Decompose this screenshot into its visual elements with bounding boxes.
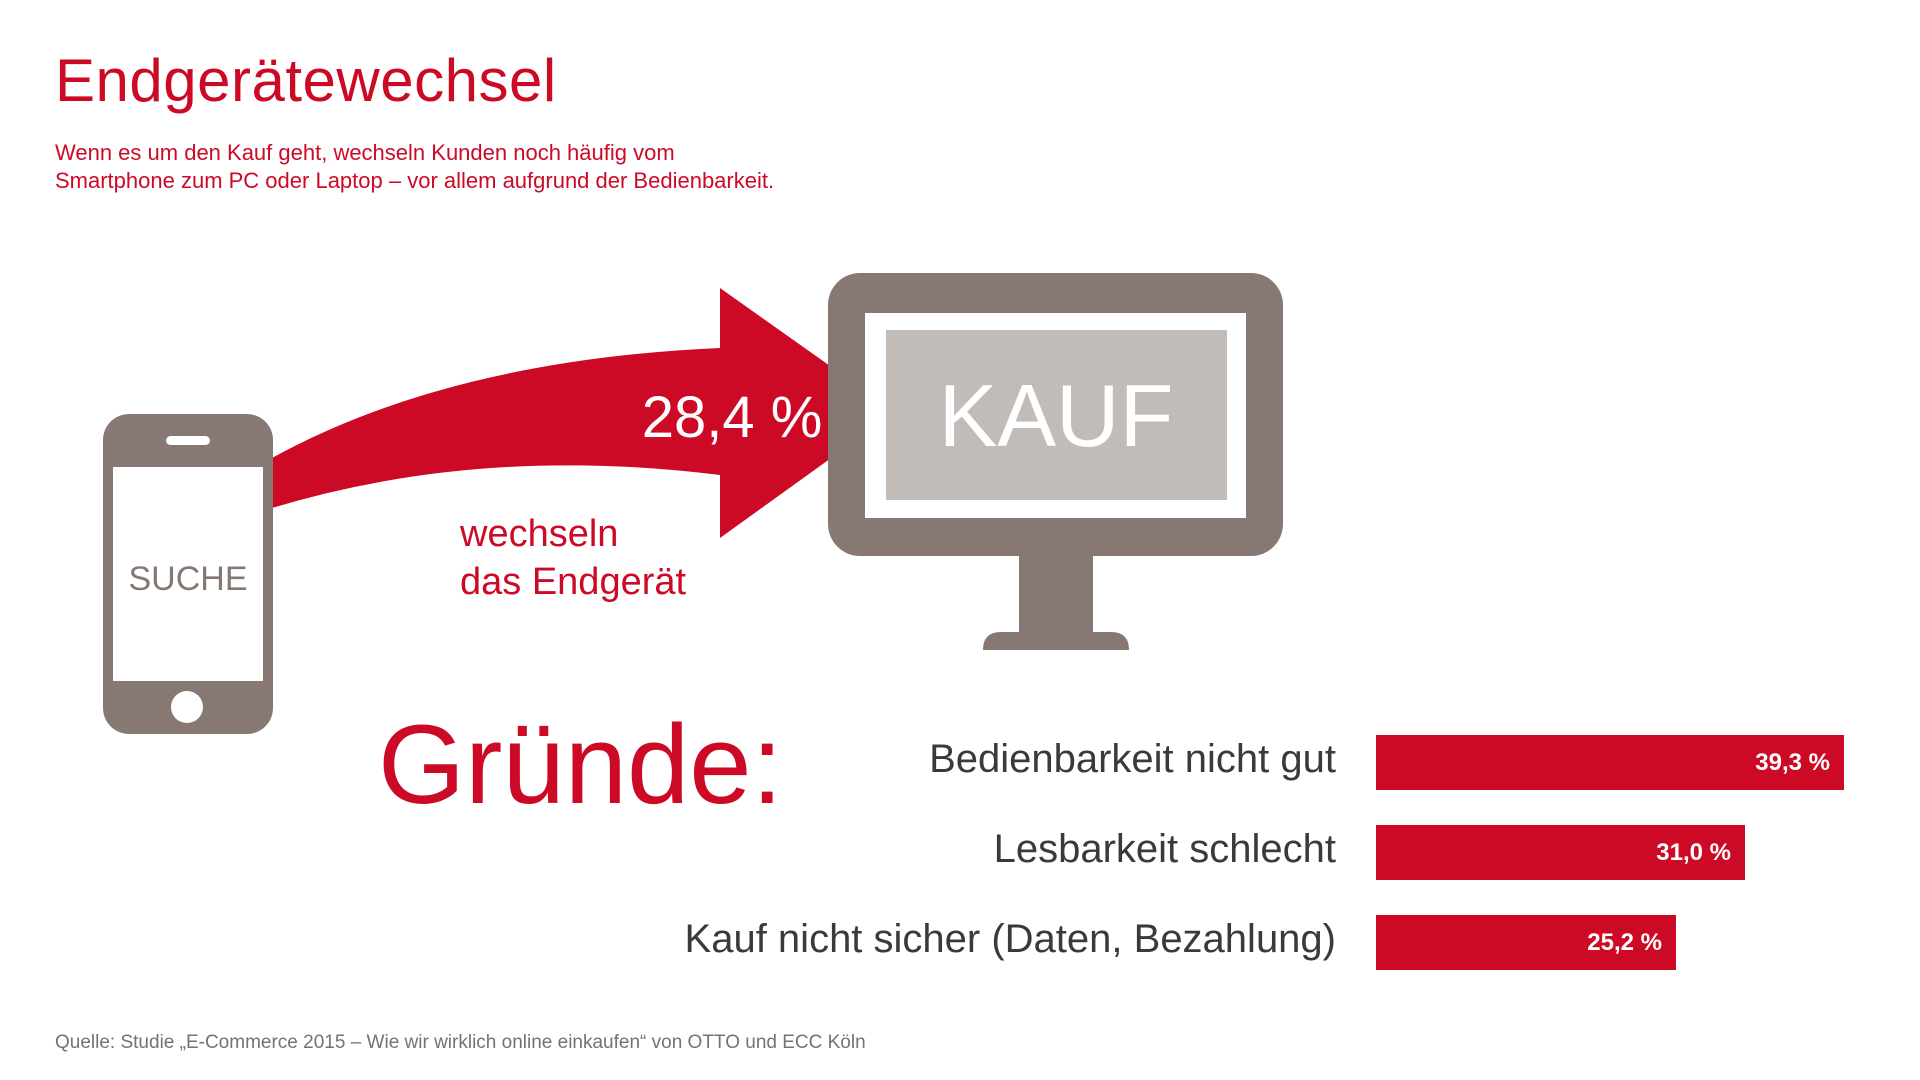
bar: 31,0 %	[1376, 825, 1745, 880]
bar-value-label: 39,3 %	[1755, 749, 1830, 776]
bar-category-label: Lesbarkeit schlecht	[993, 827, 1336, 871]
bar: 39,3 %	[1376, 735, 1844, 790]
bar-value-label: 31,0 %	[1656, 839, 1731, 866]
subtitle-line-2: Smartphone zum PC oder Laptop – vor alle…	[55, 168, 775, 193]
switch-caption-line-2: das Endgerät	[460, 561, 686, 603]
bar-category-label: Bedienbarkeit nicht gut	[929, 737, 1336, 781]
bar: 25,2 %	[1376, 915, 1676, 970]
switch-caption-line-1: wechseln	[459, 513, 618, 555]
monitor-screen-label: KAUF	[939, 366, 1174, 465]
smartphone-icon	[103, 414, 273, 734]
bar-value-label: 25,2 %	[1587, 929, 1662, 956]
bar-category-label: Kauf nicht sicher (Daten, Bezahlung)	[684, 917, 1336, 961]
switch-percent: 28,4 %	[642, 385, 823, 450]
switch-arrow	[272, 288, 895, 538]
reasons-heading: Gründe:	[378, 702, 783, 827]
monitor-icon	[828, 273, 1283, 650]
page-title: Endgerätewechsel	[55, 47, 557, 114]
source-note: Quelle: Studie „E-Commerce 2015 – Wie wi…	[55, 1032, 866, 1053]
phone-screen-label: SUCHE	[128, 560, 247, 598]
subtitle-line-1: Wenn es um den Kauf geht, wechseln Kunde…	[55, 140, 675, 165]
